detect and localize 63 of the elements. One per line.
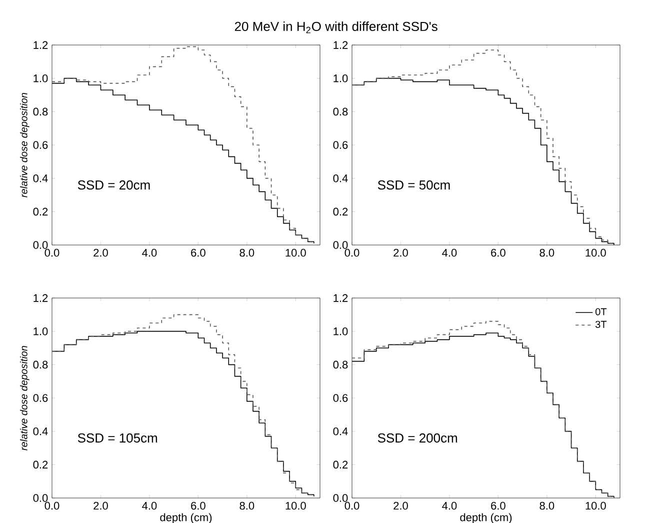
y-tick-label: 0.8 — [333, 360, 348, 369]
y-tick-label: 0.2 — [33, 208, 48, 216]
y-tick-label: 1.2 — [334, 294, 348, 302]
x-tick-label: 2.0 — [94, 502, 108, 510]
legend-label: 3T — [595, 320, 607, 328]
y-tick-label: 1.2 — [34, 41, 48, 49]
annotation: SSD = 200cm — [378, 433, 457, 443]
x-tick-label: 2.0 — [394, 248, 408, 257]
y-tick-label: 0.6 — [333, 141, 348, 149]
y-tick-label: 1.0 — [334, 327, 348, 336]
annotation: SSD = 20cm — [78, 180, 150, 190]
x-tick-label: 8.0 — [240, 502, 254, 510]
y-tick-label: 0.8 — [333, 108, 348, 116]
y-tick-label: 1.0 — [334, 74, 348, 82]
x-tick-label: 4.0 — [142, 248, 157, 257]
y-tick-label: 0.8 — [33, 360, 48, 369]
x-tick-label: 0.0 — [344, 248, 360, 257]
y-tick-label: 1.0 — [34, 327, 48, 336]
y-tick-label: 0.2 — [333, 460, 348, 469]
x-tick-label: 6.0 — [191, 248, 206, 257]
x-axis-title: depth (cm) — [160, 513, 212, 523]
y-tick-label: 1.2 — [334, 41, 348, 49]
x-tick-label: 0.0 — [44, 502, 60, 510]
y-tick-label: 0.0 — [33, 494, 48, 502]
y-tick-label: 0.2 — [333, 208, 348, 216]
y-tick-label: 1.0 — [34, 74, 48, 82]
y-tick-label: 0.0 — [33, 241, 48, 249]
x-tick-label: 4.0 — [442, 502, 457, 510]
y-tick-label: 0.4 — [33, 427, 48, 436]
y-tick-label: 0.2 — [33, 460, 48, 469]
x-tick-label: 8.0 — [540, 502, 554, 510]
y-tick-label: 1.2 — [34, 294, 48, 302]
x-tick-label: 0.0 — [344, 502, 360, 510]
x-tick-label: 6.0 — [491, 502, 506, 510]
y-tick-label: 0.6 — [333, 394, 348, 402]
x-tick-label: 8.0 — [240, 248, 254, 257]
y-tick-label: 0.4 — [333, 174, 348, 182]
x-tick-label: 6.0 — [491, 248, 506, 257]
annotation: SSD = 50cm — [378, 180, 450, 190]
y-tick-label: 0.6 — [33, 394, 48, 402]
x-tick-label: 10.0 — [286, 502, 306, 510]
x-tick-label: 6.0 — [191, 502, 206, 510]
y-tick-label: 0.0 — [333, 241, 348, 249]
x-tick-label: 2.0 — [394, 502, 408, 510]
y-tick-label: 0.0 — [333, 494, 348, 502]
x-tick-label: 8.0 — [540, 248, 554, 257]
x-tick-label: 4.0 — [142, 502, 157, 510]
x-tick-label: 0.0 — [44, 248, 60, 257]
y-tick-label: 0.8 — [33, 108, 48, 116]
x-tick-label: 2.0 — [94, 248, 108, 257]
legend-label: 0T — [595, 308, 607, 316]
x-tick-label: 4.0 — [442, 248, 457, 257]
x-tick-label: 10.0 — [586, 502, 606, 510]
annotation: SSD = 105cm — [78, 433, 157, 443]
y-tick-label: 0.4 — [333, 427, 348, 436]
y-tick-label: 0.4 — [33, 174, 48, 182]
x-axis-title: depth (cm) — [460, 513, 512, 523]
x-tick-label: 10.0 — [586, 248, 606, 257]
x-tick-label: 10.0 — [286, 248, 306, 257]
y-axis-title: relative dose deposition — [20, 92, 30, 198]
y-tick-label: 0.6 — [33, 141, 48, 149]
chart-title: 20 MeV in H$_{2}$O with different SSD's — [234, 21, 438, 34]
y-axis-title: relative dose deposition — [20, 346, 30, 450]
